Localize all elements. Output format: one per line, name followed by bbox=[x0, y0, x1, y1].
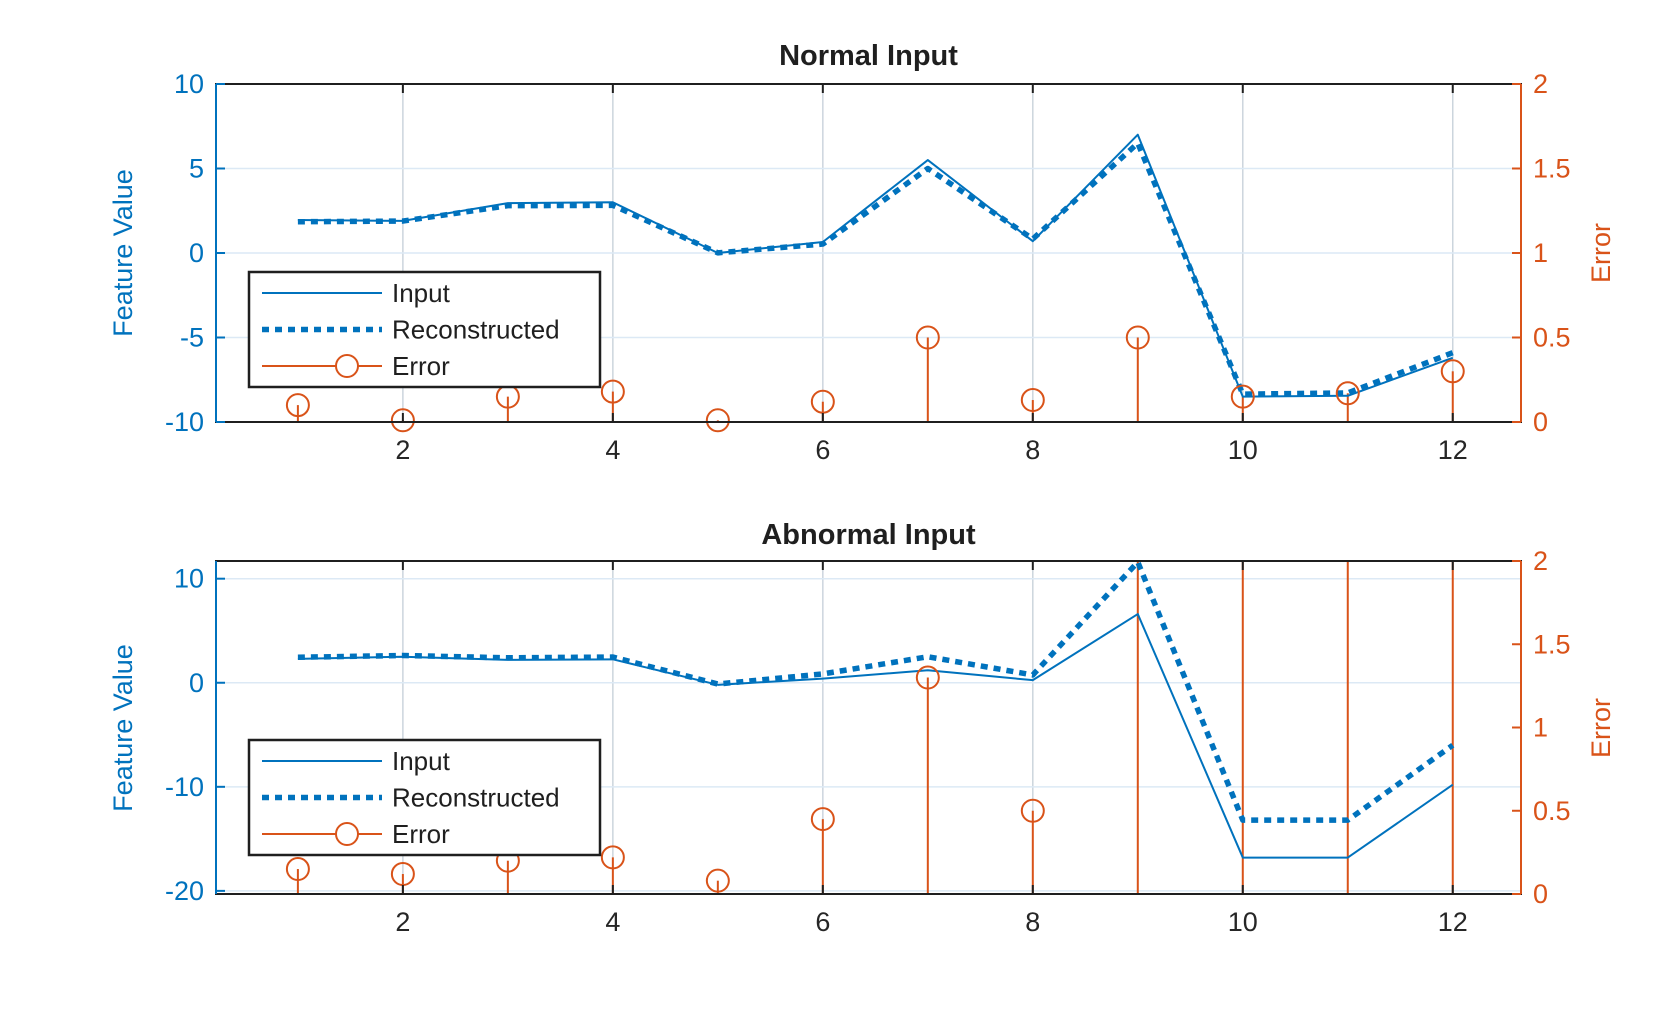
y-tick-label-right: 2 bbox=[1533, 69, 1548, 99]
subplot-abnormal-input: 2 4 6 8 10 12 10 0 -10 -20 2 1.5 1 0.5 0 Input Reconstru… bbox=[165, 546, 1571, 937]
x-tick-label: 6 bbox=[815, 435, 830, 465]
legend-item-label: Reconstructed bbox=[392, 783, 560, 813]
error-marker bbox=[600, 845, 625, 870]
y-tick-label-left: 10 bbox=[174, 69, 204, 99]
reconstructed-line bbox=[297, 140, 1454, 397]
legend-item-label: Input bbox=[392, 278, 451, 308]
y-tick-label-left: -10 bbox=[165, 772, 204, 802]
y-tick-label-right: 0.5 bbox=[1533, 796, 1571, 826]
legend-sample-error-marker bbox=[335, 354, 359, 378]
subplot2-title: Abnormal Input bbox=[761, 519, 976, 551]
error-marker bbox=[1020, 388, 1045, 413]
y-tick-label-left: -5 bbox=[180, 323, 204, 353]
subplot1-right-axis-label: Error bbox=[1585, 223, 1616, 283]
error-marker bbox=[285, 393, 310, 418]
y-tick-label-right: 1 bbox=[1533, 238, 1548, 268]
subplot2-right-axis-label: Error bbox=[1585, 698, 1616, 758]
legend-item-label: Error bbox=[392, 819, 450, 849]
x-tick-label: 4 bbox=[605, 907, 620, 937]
x-tick-label: 8 bbox=[1025, 907, 1040, 937]
error-marker bbox=[1125, 325, 1150, 350]
error-marker bbox=[810, 807, 835, 832]
y-tick-label-right: 0 bbox=[1533, 879, 1548, 909]
error-marker bbox=[915, 325, 940, 350]
y-tick-label-right: 1.5 bbox=[1533, 154, 1571, 184]
y-tick-label-right: 2 bbox=[1533, 546, 1548, 576]
legend-item-label: Input bbox=[392, 746, 451, 776]
error-marker bbox=[1440, 359, 1465, 384]
y-tick-label-left: -20 bbox=[165, 876, 204, 906]
subplot1-title: Normal Input bbox=[779, 40, 958, 72]
y-tick-label-left: 5 bbox=[189, 154, 204, 184]
y-tick-label-left: -10 bbox=[165, 407, 204, 437]
x-tick-label: 6 bbox=[815, 907, 830, 937]
y-tick-label-right: 0.5 bbox=[1533, 323, 1571, 353]
error-marker bbox=[810, 389, 835, 414]
y-tick-label-left: 0 bbox=[189, 668, 204, 698]
legend-sample-error-marker bbox=[335, 822, 359, 846]
subplot2-left-axis-label: Feature Value bbox=[107, 644, 138, 812]
error-marker bbox=[705, 868, 730, 893]
y-tick-label-right: 1.5 bbox=[1533, 629, 1571, 659]
error-marker bbox=[390, 408, 415, 433]
y-tick-label-right: 1 bbox=[1533, 713, 1548, 743]
legend-item-label: Error bbox=[392, 351, 450, 381]
y-tick-label-left: 0 bbox=[189, 238, 204, 268]
x-tick-label: 4 bbox=[605, 435, 620, 465]
error-marker bbox=[1230, 384, 1255, 409]
error-marker bbox=[600, 379, 625, 404]
x-tick-label: 12 bbox=[1438, 435, 1468, 465]
x-tick-label: 2 bbox=[395, 435, 410, 465]
input-line bbox=[297, 613, 1454, 859]
subplot1-left-axis-label: Feature Value bbox=[107, 169, 138, 337]
x-tick-label: 2 bbox=[395, 907, 410, 937]
x-tick-label: 10 bbox=[1228, 907, 1258, 937]
x-tick-label: 10 bbox=[1228, 435, 1258, 465]
error-marker bbox=[1020, 798, 1045, 823]
x-tick-label: 12 bbox=[1438, 907, 1468, 937]
y-tick-label-right: 0 bbox=[1533, 407, 1548, 437]
x-tick-label: 8 bbox=[1025, 435, 1040, 465]
error-marker bbox=[285, 857, 310, 882]
legend-item-label: Reconstructed bbox=[392, 315, 560, 345]
error-marker bbox=[1335, 381, 1360, 406]
subplot-normal-input: 2 4 6 8 10 12 10 5 0 -5 -10 2 1.5 1 0.5 0 Input Reconstru… bbox=[165, 69, 1571, 465]
y-tick-label-left: 10 bbox=[174, 564, 204, 594]
error-marker bbox=[915, 665, 940, 690]
legend: Input Reconstructed Error bbox=[247, 270, 602, 389]
error-marker bbox=[705, 408, 730, 433]
legend: Input Reconstructed Error bbox=[247, 738, 602, 857]
